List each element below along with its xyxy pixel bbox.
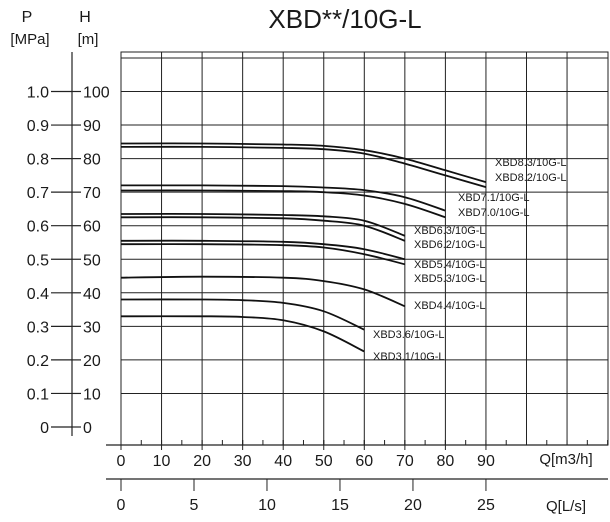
flow-axis-m3h-tick-label: 0 (117, 453, 126, 470)
flow-axis-m3h-tick-label: 70 (396, 453, 414, 470)
curve-label: XBD5.3/10G-L (414, 273, 486, 285)
curve-label: XBD6.2/10G-L (414, 239, 486, 251)
curve-label: XBD3.6/10G-L (373, 329, 445, 341)
flow-axis-ls-tick-label: 15 (331, 497, 349, 514)
curve-label: XBD7.0/10G-L (458, 207, 530, 219)
flow-axis-ls-tick-label: 25 (477, 497, 495, 514)
flow-axis-m3h-tick-label: 60 (355, 453, 373, 470)
pump-curve (120, 275, 406, 308)
head-axis-tick-label: 50 (83, 252, 101, 269)
flow-axis-ls-tick-label: 5 (190, 497, 199, 514)
head-axis-tick-label: 40 (83, 286, 101, 303)
pump-curve (120, 184, 446, 212)
head-axis-unit: [m] (78, 31, 99, 48)
curve-label: XBD7.1/10G-L (458, 192, 530, 204)
pressure-axis-tick-label: 0 (40, 420, 49, 437)
grid (120, 51, 609, 446)
pump-curve (120, 239, 406, 261)
flow-axis-m3h-tick-label: 90 (477, 453, 495, 470)
flow-axis-m3h-label: Q[m3/h] (539, 451, 592, 468)
flow-axis-m3h-tick-label: 40 (274, 453, 292, 470)
head-axis-tick-label: 70 (83, 185, 101, 202)
head-axis-tick-label: 60 (83, 219, 101, 236)
pressure-axis-tick-label: 0.9 (27, 118, 49, 135)
pump-curve (120, 315, 365, 353)
pressure-axis-unit: [MPa] (10, 31, 49, 48)
chart-title: XBD**/10G-L (268, 4, 421, 34)
curve-label: XBD8.2/10G-L (495, 172, 567, 184)
curve-label: XBD4.4/10G-L (414, 300, 486, 312)
head-axis-tick-label: 10 (83, 386, 101, 403)
pump-curve (120, 142, 487, 183)
curve-label: XBD3.1/10G-L (373, 351, 445, 363)
flow-axis-m3h-tick-label: 20 (193, 453, 211, 470)
pressure-axis-tick-label: 0.3 (27, 319, 49, 336)
axes: 010203040506070809010000.10.20.30.40.50.… (27, 52, 608, 514)
head-axis-tick-label: 0 (83, 420, 92, 437)
head-axis-tick-label: 100 (83, 85, 110, 102)
head-axis-tick-label: 30 (83, 319, 101, 336)
head-axis-tick-label: 90 (83, 118, 101, 135)
pressure-axis-tick-label: 0.5 (27, 252, 49, 269)
curve-label: XBD5.4/10G-L (414, 259, 486, 271)
curve-label: XBD6.3/10G-L (414, 225, 486, 237)
pressure-axis-tick-label: 0.4 (27, 286, 49, 303)
head-axis-tick-label: 80 (83, 152, 101, 169)
pump-curve (120, 213, 406, 237)
head-axis-tick-label: 20 (83, 353, 101, 370)
flow-axis-m3h-tick-label: 50 (315, 453, 333, 470)
flow-axis-m3h-tick-label: 30 (234, 453, 252, 470)
pressure-axis-tick-label: 0.2 (27, 353, 49, 370)
curve-label: XBD8.3/10G-L (495, 157, 567, 169)
pump-curve (120, 216, 406, 242)
flow-axis-ls-tick-label: 20 (404, 497, 422, 514)
pressure-axis-tick-label: 0.8 (27, 152, 49, 169)
pressure-axis-tick-label: 0.7 (27, 185, 49, 202)
curve-labels: XBD8.3/10G-L XBD8.2/10G-L XBD7.1/10G-L XBD7… (373, 157, 567, 363)
pressure-axis-tick-label: 1.0 (27, 85, 49, 102)
flow-axis-ls-tick-label: 10 (258, 497, 276, 514)
pump-curve (120, 145, 487, 188)
pressure-axis-tick-label: 0.1 (27, 386, 49, 403)
flow-axis-m3h-tick-label: 10 (153, 453, 171, 470)
pump-curves (120, 142, 487, 353)
head-axis-symbol: H (79, 9, 91, 26)
pump-curve (120, 243, 406, 266)
pump-curve (120, 298, 365, 331)
flow-axis-ls-label: Q[L/s] (546, 498, 586, 515)
flow-axis-ls-tick-label: 0 (117, 497, 126, 514)
pressure-axis-tick-label: 0.6 (27, 219, 49, 236)
pressure-axis-symbol: P (22, 9, 33, 26)
pump-curve (120, 189, 446, 219)
flow-axis-m3h-tick-label: 80 (437, 453, 455, 470)
